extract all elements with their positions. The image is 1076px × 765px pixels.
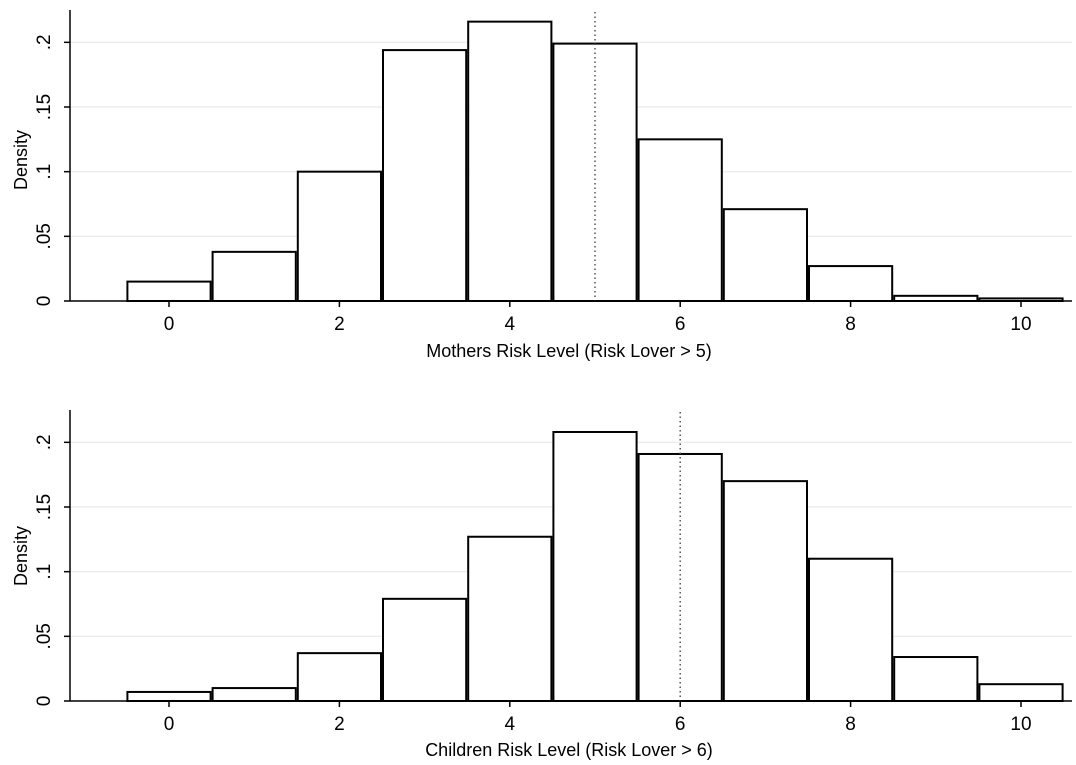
mothers-bar-1 bbox=[211, 250, 297, 302]
children-ytick-label: .15 bbox=[34, 494, 55, 520]
children-ytick-label: .1 bbox=[34, 564, 55, 580]
children-xtick-label: 6 bbox=[675, 714, 686, 735]
mothers-bar-0 bbox=[126, 280, 212, 303]
mothers-bar-9 bbox=[893, 294, 979, 302]
mothers-bar-3 bbox=[382, 49, 468, 302]
children-bar-8 bbox=[808, 557, 894, 702]
mothers-bar-7 bbox=[722, 208, 808, 303]
children-ytick-label: 0 bbox=[34, 696, 55, 707]
children-ytick-label: .2 bbox=[34, 434, 55, 450]
children-bar-5 bbox=[552, 430, 638, 702]
mothers-bar-4 bbox=[467, 20, 553, 302]
mothers-bar-5 bbox=[552, 42, 638, 302]
children-bar-3 bbox=[382, 597, 468, 702]
mothers-bar-6 bbox=[637, 138, 723, 302]
children-xtick-label: 4 bbox=[505, 714, 516, 735]
children-histogram-panel: 0 .05 .1 .15 .2 0 2 4 6 8 10 Children Risk Level (R… bbox=[11, 410, 1072, 760]
mothers-ytick-label: .1 bbox=[34, 164, 55, 180]
mothers-y-axis-label: Density bbox=[11, 130, 31, 190]
children-bar-10 bbox=[978, 683, 1064, 702]
mothers-histogram-panel: 0 .05 .1 .15 .2 0 2 4 6 8 10 Mothers Risk Level (Ri… bbox=[11, 10, 1072, 361]
mothers-xtick-label: 6 bbox=[675, 314, 686, 335]
children-xtick-label: 2 bbox=[334, 714, 345, 735]
children-bar-9 bbox=[893, 656, 979, 703]
mothers-ytick-label: .2 bbox=[34, 34, 55, 50]
mothers-ytick-label: .05 bbox=[34, 223, 55, 249]
mothers-bar-8 bbox=[808, 265, 894, 302]
children-bar-0 bbox=[126, 690, 212, 702]
children-xtick-label: 8 bbox=[845, 714, 856, 735]
children-ytick-label: .05 bbox=[34, 623, 55, 649]
mothers-bar-2 bbox=[296, 170, 382, 302]
mothers-x-axis-label: Mothers Risk Level (Risk Lover > 5) bbox=[426, 341, 712, 361]
children-bar-7 bbox=[722, 480, 808, 702]
mothers-xtick-label: 2 bbox=[334, 314, 345, 335]
mothers-ytick-label: 0 bbox=[34, 296, 55, 307]
mothers-xtick-label: 0 bbox=[164, 314, 175, 335]
children-xtick-label: 0 bbox=[164, 714, 175, 735]
children-bar-6 bbox=[637, 452, 723, 702]
mothers-xtick-label: 8 bbox=[845, 314, 856, 335]
children-bar-2 bbox=[296, 652, 382, 702]
children-xtick-label: 10 bbox=[1010, 714, 1031, 735]
mothers-xtick-label: 4 bbox=[505, 314, 516, 335]
children-x-axis-label: Children Risk Level (Risk Lover > 6) bbox=[425, 740, 713, 760]
mothers-xtick-label: 10 bbox=[1010, 314, 1031, 335]
children-bar-1 bbox=[211, 687, 297, 702]
mothers-ytick-label: .15 bbox=[34, 94, 55, 120]
children-y-axis-label: Density bbox=[11, 526, 31, 586]
children-bar-4 bbox=[467, 535, 553, 702]
